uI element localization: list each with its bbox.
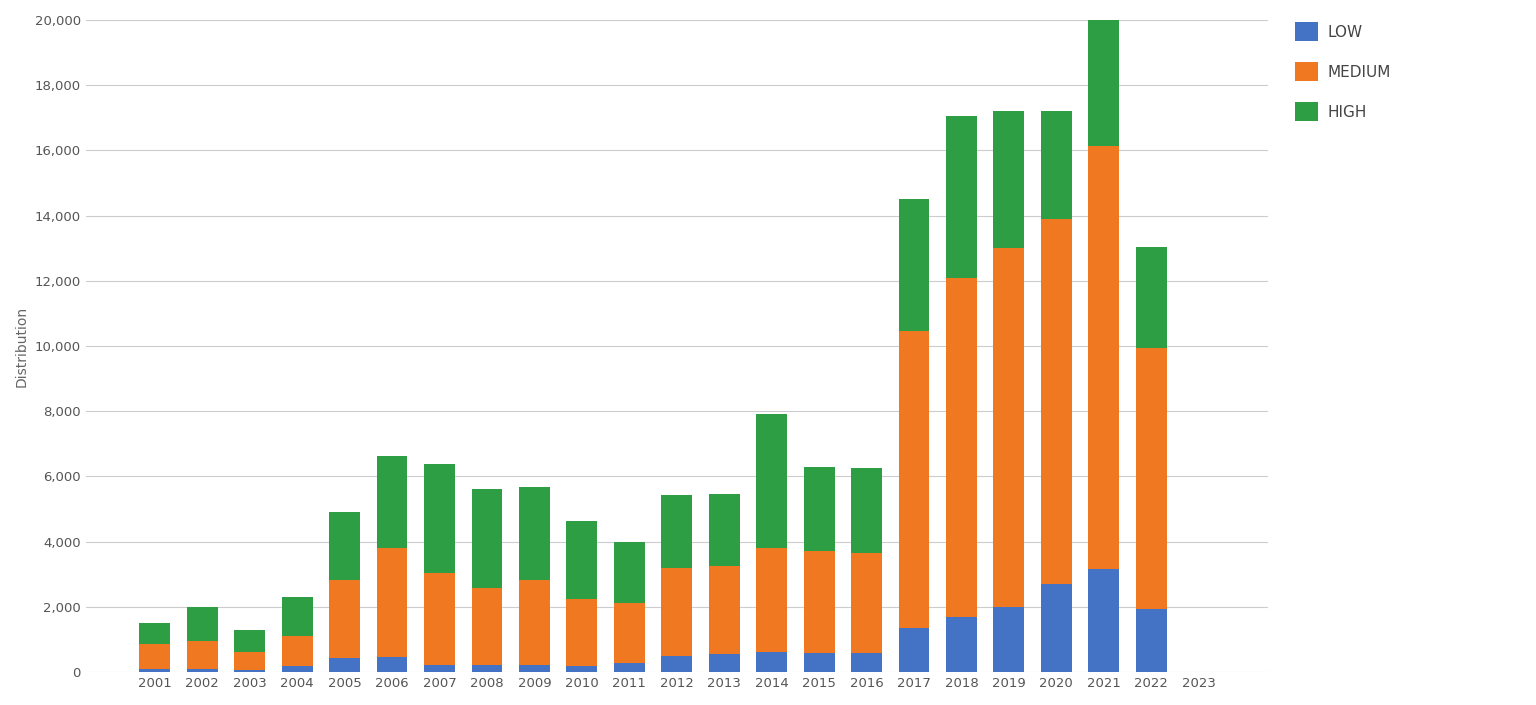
Bar	[472, 588, 502, 665]
Bar	[140, 644, 170, 669]
Bar	[899, 331, 929, 628]
Bar	[851, 653, 882, 672]
Bar	[851, 468, 882, 553]
Bar	[472, 489, 502, 588]
Bar	[1041, 111, 1072, 219]
Bar	[281, 637, 313, 666]
Bar	[472, 665, 502, 672]
Bar	[946, 278, 977, 617]
Bar	[567, 520, 598, 599]
Bar	[614, 603, 645, 663]
Bar	[662, 568, 693, 656]
Bar	[187, 669, 218, 672]
Bar	[187, 641, 218, 669]
Bar	[519, 487, 550, 580]
Legend: LOW, MEDIUM, HIGH: LOW, MEDIUM, HIGH	[1287, 15, 1398, 128]
Bar	[1135, 608, 1167, 672]
Bar	[235, 630, 266, 651]
Bar	[1135, 348, 1167, 608]
Bar	[424, 464, 455, 573]
Bar	[614, 542, 645, 603]
Bar	[235, 670, 266, 672]
Bar	[376, 456, 407, 548]
Bar	[946, 617, 977, 672]
Bar	[281, 597, 313, 637]
Bar	[708, 566, 740, 654]
Bar	[662, 495, 693, 568]
Bar	[1135, 247, 1167, 348]
Bar	[756, 652, 786, 672]
Bar	[946, 116, 977, 278]
Bar	[1089, 145, 1120, 570]
Bar	[756, 414, 786, 548]
Bar	[329, 580, 359, 658]
Bar	[567, 666, 598, 672]
Bar	[1089, 18, 1120, 145]
Bar	[329, 658, 359, 672]
Bar	[519, 665, 550, 672]
Bar	[140, 669, 170, 672]
Bar	[899, 200, 929, 331]
Y-axis label: Distribution: Distribution	[15, 305, 29, 386]
Bar	[376, 657, 407, 672]
Bar	[614, 663, 645, 672]
Bar	[281, 666, 313, 672]
Bar	[899, 628, 929, 672]
Bar	[329, 512, 359, 580]
Bar	[1041, 584, 1072, 672]
Bar	[1089, 570, 1120, 672]
Bar	[994, 248, 1025, 607]
Bar	[1041, 219, 1072, 584]
Bar	[994, 607, 1025, 672]
Bar	[376, 548, 407, 657]
Bar	[424, 573, 455, 665]
Bar	[803, 551, 834, 653]
Bar	[994, 111, 1025, 248]
Bar	[567, 599, 598, 666]
Bar	[708, 654, 740, 672]
Bar	[803, 467, 834, 551]
Bar	[851, 553, 882, 653]
Bar	[662, 656, 693, 672]
Bar	[708, 494, 740, 566]
Bar	[187, 607, 218, 641]
Bar	[140, 623, 170, 644]
Bar	[803, 653, 834, 672]
Bar	[519, 580, 550, 665]
Bar	[424, 665, 455, 672]
Bar	[235, 651, 266, 670]
Bar	[756, 548, 786, 652]
